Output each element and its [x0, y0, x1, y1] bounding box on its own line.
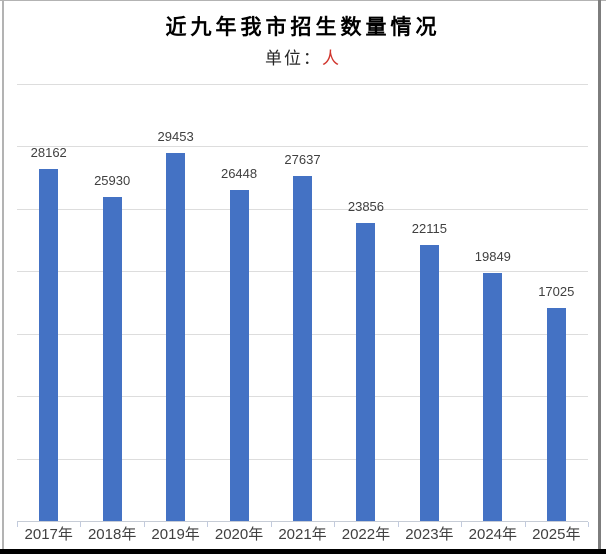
frame-border-left — [2, 0, 4, 550]
bar — [419, 244, 439, 521]
x-axis-label: 2019年 — [151, 526, 200, 543]
x-axis-tick — [143, 522, 145, 527]
bar-value-label: 19849 — [474, 248, 511, 264]
x-axis-tick — [334, 522, 336, 527]
bar-value-label: 25930 — [94, 172, 131, 188]
bar — [293, 175, 312, 521]
x-axis-tick — [17, 522, 18, 527]
x-axis-line — [17, 521, 588, 522]
bar-value-label: 26448 — [220, 166, 258, 182]
bar-value-label: 29453 — [157, 128, 194, 144]
bar-value-label: 23856 — [347, 198, 385, 214]
bar-value-label: 28162 — [30, 144, 67, 160]
x-axis-tick — [80, 522, 82, 527]
x-axis-tick — [207, 522, 209, 527]
x-axis-label: 2024年 — [468, 526, 518, 543]
gridline — [17, 83, 588, 85]
bar — [229, 190, 249, 521]
bar — [39, 168, 59, 521]
frame-border-top — [0, 0, 606, 1]
x-axis-label: 2017年 — [24, 526, 73, 543]
x-axis-label: 2022年 — [341, 526, 391, 543]
chart-subtitle: 单位：人 — [0, 44, 606, 69]
x-axis-label: 2021年 — [278, 526, 327, 543]
bar-value-label: 17025 — [538, 284, 575, 300]
bar — [356, 222, 376, 521]
x-axis-label: 2018年 — [87, 526, 137, 543]
x-axis-tick — [397, 522, 399, 527]
gridline — [17, 146, 588, 147]
x-axis-tick — [461, 522, 463, 527]
unit-value: 人 — [322, 49, 341, 68]
chart-title: 近九年我市招生数量情况 — [165, 15, 441, 39]
bar — [166, 152, 186, 521]
unit-label: 单位： — [265, 49, 322, 68]
x-axis-label: 2020年 — [214, 526, 264, 543]
bar — [483, 272, 503, 521]
x-axis-tick — [524, 522, 526, 527]
x-axis-tick — [270, 522, 272, 527]
bar-value-label: 22115 — [411, 220, 447, 236]
x-axis-tick — [588, 522, 589, 527]
bar — [546, 308, 566, 521]
bar — [102, 196, 122, 521]
x-axis-label: 2023年 — [405, 526, 454, 543]
x-axis-label: 2025年 — [532, 526, 581, 543]
frame-border-bottom — [0, 549, 606, 554]
bar-value-label: 27637 — [284, 151, 321, 167]
frame-border-right — [598, 0, 601, 550]
